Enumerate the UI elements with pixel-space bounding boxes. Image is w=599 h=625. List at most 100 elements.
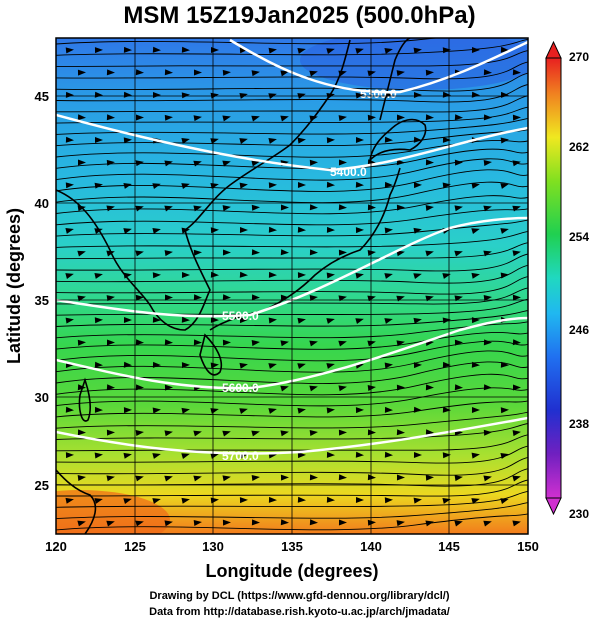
wind-arrow [210,408,219,414]
wind-arrow [94,317,103,324]
wind-arrow [442,47,451,54]
wind-arrow [471,46,480,53]
wind-arrow [239,138,248,144]
wind-arrow [251,430,260,437]
wind-arrow [367,340,376,347]
wind-arrow [181,316,190,323]
wind-arrow [239,362,248,369]
wind-arrow [152,316,161,323]
wind-arrow [309,474,318,481]
wind-arrow [65,497,74,504]
wind-arrow [77,520,86,527]
wind-arrow [193,430,202,437]
wind-arrow [94,272,103,279]
wind-arrow [135,114,144,121]
wind-arrow [106,159,115,166]
wind-arrow [268,496,277,503]
wind-arrow [164,205,173,212]
wind-arrow [396,250,405,257]
y-tick-label: 40 [35,196,49,211]
streamline [56,332,528,350]
wind-arrow [454,114,463,121]
cold-region [300,38,528,90]
wind-arrow [338,115,347,122]
wind-arrow [355,451,364,458]
wind-arrow [512,384,521,391]
wind-arrow [483,159,492,166]
wind-arrow [500,452,509,459]
wind-arrow [181,362,190,369]
wind-arrow [268,408,277,414]
wind-arrow [413,362,422,369]
streamline [56,84,528,103]
streamline [56,181,528,204]
wind-arrow [442,406,451,413]
wind-arrow [94,228,103,234]
wind-arrow [106,384,115,391]
wind-arrow [106,69,115,76]
wind-arrow [309,519,318,526]
wind-arrow [77,159,86,166]
wind-arrow [152,227,161,234]
wind-arrow [413,91,422,98]
hokkaido-coastline [368,118,427,163]
wind-arrow [326,137,335,144]
contour-line-5 [56,416,528,455]
wind-arrow [367,70,376,77]
x-tick-label: 145 [438,539,460,554]
x-tick-label: 130 [202,539,224,554]
wind-arrow [135,250,144,257]
wind-arrow [326,363,335,369]
streamline [56,350,528,373]
wind-arrow [94,137,103,144]
wind-arrow [152,92,161,99]
wind-arrow [384,47,393,54]
wind-arrow [384,227,393,234]
wind-arrow [309,429,318,436]
wind-arrow [384,181,393,188]
y-tick-label: 25 [35,478,49,493]
wind-arrow [297,317,306,324]
wind-arrow [338,474,347,481]
wind-arrow [251,204,260,211]
wind-arrow [280,385,289,392]
wind-arrow [396,159,405,166]
wind-arrow [65,273,74,279]
wind-arrow [135,339,144,346]
wind-arrow [222,160,231,167]
colorbar: 230 238 246 254 262 270 [545,40,589,521]
coastlines [56,38,427,534]
wind-arrow [483,205,492,212]
wind-arrow [268,271,277,278]
wind-arrow [297,226,306,233]
wind-arrow [239,271,248,278]
wind-arrow [413,47,422,54]
wind-arrow [297,407,306,414]
wind-arrow [193,339,202,346]
wind-arrow [500,272,509,279]
wind-arrow [454,520,463,527]
streamline [56,445,528,464]
wind-arrow [181,92,190,99]
wind-arrow [164,114,173,121]
wind-arrow [222,519,231,526]
wind-arrow [268,363,277,369]
wind-arrow [454,339,463,346]
wind-arrow [512,475,521,482]
streamline [56,95,528,113]
wind-arrow [193,205,202,212]
wind-arrow [135,69,144,76]
streamline [56,158,528,181]
wind-arrow [338,249,347,256]
wind-arrow [338,204,347,211]
wind-arrow [500,228,509,234]
wind-arrow [512,520,521,527]
wind-arrow [396,384,405,391]
wind-arrow [123,498,132,504]
contour-label: 5600.0 [222,381,259,395]
streamline [56,148,528,170]
wind-arrow [471,182,480,189]
wind-arrow [471,228,480,234]
wind-arrow [396,114,405,121]
wind-arrow [471,406,480,413]
